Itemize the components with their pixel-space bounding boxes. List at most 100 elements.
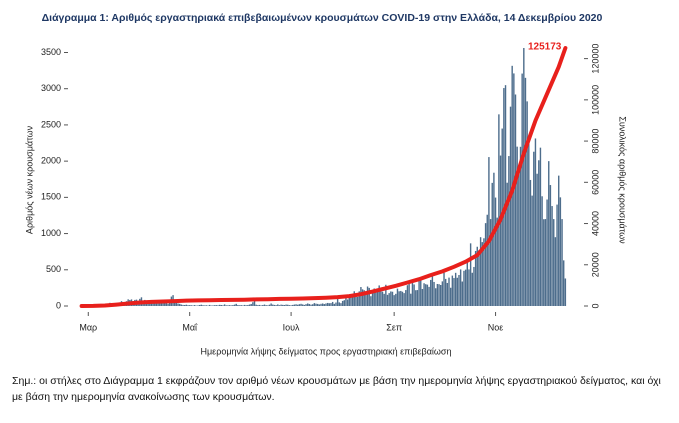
bar — [546, 199, 548, 306]
bar — [531, 195, 533, 306]
bar — [536, 173, 538, 306]
chart-title: Διάγραμμα 1: Αριθμός εργαστηριακά επιβεβ… — [42, 12, 603, 24]
bar — [242, 305, 244, 306]
bar — [290, 305, 292, 306]
bar — [371, 292, 374, 306]
bar — [444, 278, 447, 306]
bar — [421, 288, 424, 306]
bar — [395, 293, 397, 306]
bar — [563, 260, 565, 306]
bar — [435, 288, 437, 306]
bar — [361, 289, 364, 306]
bar — [225, 305, 227, 306]
bar — [438, 284, 440, 306]
bar — [363, 290, 365, 306]
y2-axis-label: Συνολικός αριθμός κρουσμάτων — [618, 116, 628, 244]
note: Σημ.: οι στήλες στο Διάγραμμα 1 εκφράζου… — [12, 375, 661, 403]
bar — [383, 293, 385, 306]
bar — [162, 302, 164, 306]
bar — [305, 304, 307, 306]
bar — [232, 305, 234, 306]
y-tick-label: 2500 — [41, 119, 61, 129]
x-axis-label: Ημερομηνία λήψης δείγματος προς εργαστηρ… — [201, 346, 452, 356]
bar — [258, 304, 261, 306]
x-tick-label: Μαρ — [79, 322, 97, 332]
bar — [160, 302, 163, 306]
bar — [516, 146, 518, 306]
bar — [321, 303, 324, 306]
bar — [521, 73, 523, 306]
bar — [441, 281, 444, 306]
bar — [469, 243, 472, 306]
bar — [333, 303, 336, 306]
bar — [245, 305, 247, 306]
bar — [345, 298, 347, 306]
bar — [416, 290, 419, 306]
bar — [554, 237, 557, 306]
bar — [188, 305, 191, 306]
bar — [514, 94, 517, 306]
bar — [323, 304, 326, 306]
bar — [396, 288, 399, 306]
x-tick-label: Νοε — [488, 322, 504, 332]
bar — [420, 279, 422, 306]
bar — [538, 160, 540, 306]
bar — [174, 301, 176, 306]
x-tick-label: Σεπ — [386, 322, 402, 332]
x-tick-label: Μαΐ — [182, 322, 198, 332]
bar — [335, 302, 337, 306]
bar — [393, 295, 395, 306]
bar — [273, 304, 276, 306]
bar — [365, 292, 367, 306]
bar — [368, 287, 370, 306]
bar — [461, 281, 464, 306]
bar — [551, 206, 553, 306]
bar — [556, 204, 558, 306]
bar — [343, 300, 345, 306]
bar — [499, 155, 502, 306]
bar — [454, 272, 457, 306]
bar — [155, 301, 158, 306]
bar — [439, 284, 442, 306]
bar — [177, 303, 179, 306]
bar — [559, 197, 562, 306]
bar — [340, 303, 342, 306]
bar — [483, 238, 485, 306]
bar — [473, 266, 475, 306]
bar — [237, 304, 239, 306]
bar — [376, 290, 379, 306]
bar — [280, 304, 282, 306]
bar — [428, 286, 430, 306]
bar — [220, 304, 222, 306]
bar — [205, 305, 208, 306]
bar — [553, 219, 555, 306]
bar — [187, 305, 189, 306]
y2-tick-label: 40000 — [590, 211, 600, 236]
bar — [298, 304, 301, 306]
bar — [207, 305, 209, 306]
bar — [400, 290, 402, 306]
bar — [448, 277, 450, 306]
bar — [257, 305, 259, 306]
bar — [466, 262, 469, 306]
y2-tick-label: 0 — [590, 303, 600, 308]
bar — [185, 304, 188, 306]
bar — [524, 77, 527, 307]
bar — [228, 305, 231, 306]
bar — [436, 283, 439, 306]
bar — [533, 151, 535, 306]
bar — [183, 304, 186, 306]
bar — [253, 298, 256, 306]
bar — [544, 219, 547, 306]
bar — [476, 246, 478, 306]
bar — [293, 304, 296, 306]
y2-tick-label: 100000 — [590, 85, 600, 115]
bar — [353, 291, 355, 306]
bar — [548, 161, 550, 306]
bar — [159, 303, 161, 306]
bar — [222, 305, 224, 306]
cumulative-line — [79, 46, 568, 308]
bar — [311, 304, 314, 306]
bar — [265, 305, 267, 306]
bar — [549, 185, 552, 306]
